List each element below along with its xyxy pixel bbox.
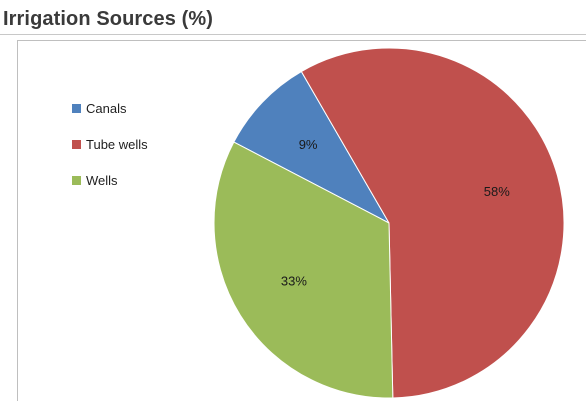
pie-slices	[213, 47, 565, 399]
legend-item-tube-wells: Tube wells	[72, 135, 148, 153]
legend-label-canals: Canals	[86, 100, 127, 116]
data-label-canals: 9%	[299, 137, 318, 152]
data-label-wells: 33%	[281, 274, 307, 289]
legend-label-wells: Wells	[86, 172, 118, 188]
legend: Canals Tube wells Wells	[72, 99, 148, 207]
legend-item-wells: Wells	[72, 171, 148, 189]
legend-item-canals: Canals	[72, 99, 148, 117]
legend-swatch-canals	[72, 103, 81, 113]
chart-title: Irrigation Sources (%)	[3, 8, 214, 30]
pie-slice-tube-wells	[300, 47, 565, 399]
pie-labels: 9% 58% 33%	[281, 137, 510, 289]
title-divider	[0, 34, 586, 35]
legend-swatch-wells	[72, 175, 81, 185]
legend-swatch-tube-wells	[72, 139, 81, 149]
pie-slice-wells	[213, 141, 394, 399]
legend-label-tube-wells: Tube wells	[86, 136, 148, 152]
pie-slice-canals	[233, 70, 391, 225]
data-label-tube-wells: 58%	[484, 184, 510, 199]
